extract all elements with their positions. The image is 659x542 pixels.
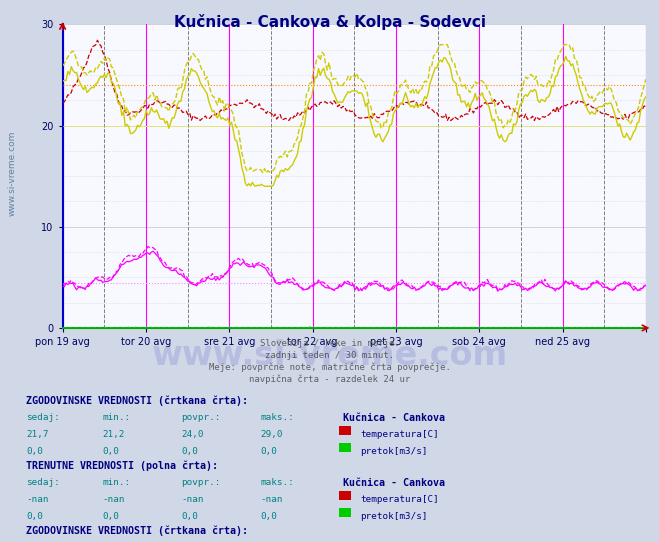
Text: zadnji teden / 30 minut.: zadnji teden / 30 minut. xyxy=(265,351,394,360)
Text: Meje: povprčne note, matrične črta povprečje.: Meje: povprčne note, matrične črta povpr… xyxy=(208,363,451,372)
Text: maks.:: maks.: xyxy=(260,413,294,422)
Text: 21,2: 21,2 xyxy=(102,430,125,439)
Text: 0,0: 0,0 xyxy=(181,512,198,521)
Text: Kučnica - Cankova & Kolpa - Sodevci: Kučnica - Cankova & Kolpa - Sodevci xyxy=(173,14,486,30)
Text: min.:: min.: xyxy=(102,478,130,487)
Text: -nan: -nan xyxy=(260,495,283,504)
Text: sedaj:: sedaj: xyxy=(26,478,60,487)
Text: 21,7: 21,7 xyxy=(26,430,49,439)
Text: povpr.:: povpr.: xyxy=(181,478,221,487)
Text: 24,0: 24,0 xyxy=(181,430,204,439)
Text: sedaj:: sedaj: xyxy=(26,413,60,422)
Text: 0,0: 0,0 xyxy=(260,512,277,521)
Text: min.:: min.: xyxy=(102,413,130,422)
Text: maks.:: maks.: xyxy=(260,478,294,487)
Text: ZGODOVINSKE VREDNOSTI (črtkana črta):: ZGODOVINSKE VREDNOSTI (črtkana črta): xyxy=(26,396,248,406)
Text: 0,0: 0,0 xyxy=(26,447,43,456)
Text: 0,0: 0,0 xyxy=(260,447,277,456)
Text: 0,0: 0,0 xyxy=(102,512,119,521)
Text: 0,0: 0,0 xyxy=(102,447,119,456)
Text: -nan: -nan xyxy=(102,495,125,504)
Text: -nan: -nan xyxy=(26,495,49,504)
Text: 0,0: 0,0 xyxy=(26,512,43,521)
Text: Kučnica - Cankova: Kučnica - Cankova xyxy=(343,478,445,488)
Text: ZGODOVINSKE VREDNOSTI (črtkana črta):: ZGODOVINSKE VREDNOSTI (črtkana črta): xyxy=(26,526,248,536)
Text: temperatura[C]: temperatura[C] xyxy=(360,495,439,504)
Text: TRENUTNE VREDNOSTI (polna črta):: TRENUTNE VREDNOSTI (polna črta): xyxy=(26,461,218,471)
Text: temperatura[C]: temperatura[C] xyxy=(360,430,439,439)
Text: pretok[m3/s]: pretok[m3/s] xyxy=(360,512,428,521)
Text: Slovenija / reke in morje.: Slovenija / reke in morje. xyxy=(260,339,399,348)
Text: navpična črta - razdelek 24 ur: navpična črta - razdelek 24 ur xyxy=(249,375,410,384)
Text: 0,0: 0,0 xyxy=(181,447,198,456)
Text: www.si-vreme.com: www.si-vreme.com xyxy=(8,131,17,216)
Text: povpr.:: povpr.: xyxy=(181,413,221,422)
Text: www.si-vreme.com: www.si-vreme.com xyxy=(152,339,507,371)
Text: -nan: -nan xyxy=(181,495,204,504)
Text: 29,0: 29,0 xyxy=(260,430,283,439)
Text: Kučnica - Cankova: Kučnica - Cankova xyxy=(343,413,445,423)
Text: pretok[m3/s]: pretok[m3/s] xyxy=(360,447,428,456)
